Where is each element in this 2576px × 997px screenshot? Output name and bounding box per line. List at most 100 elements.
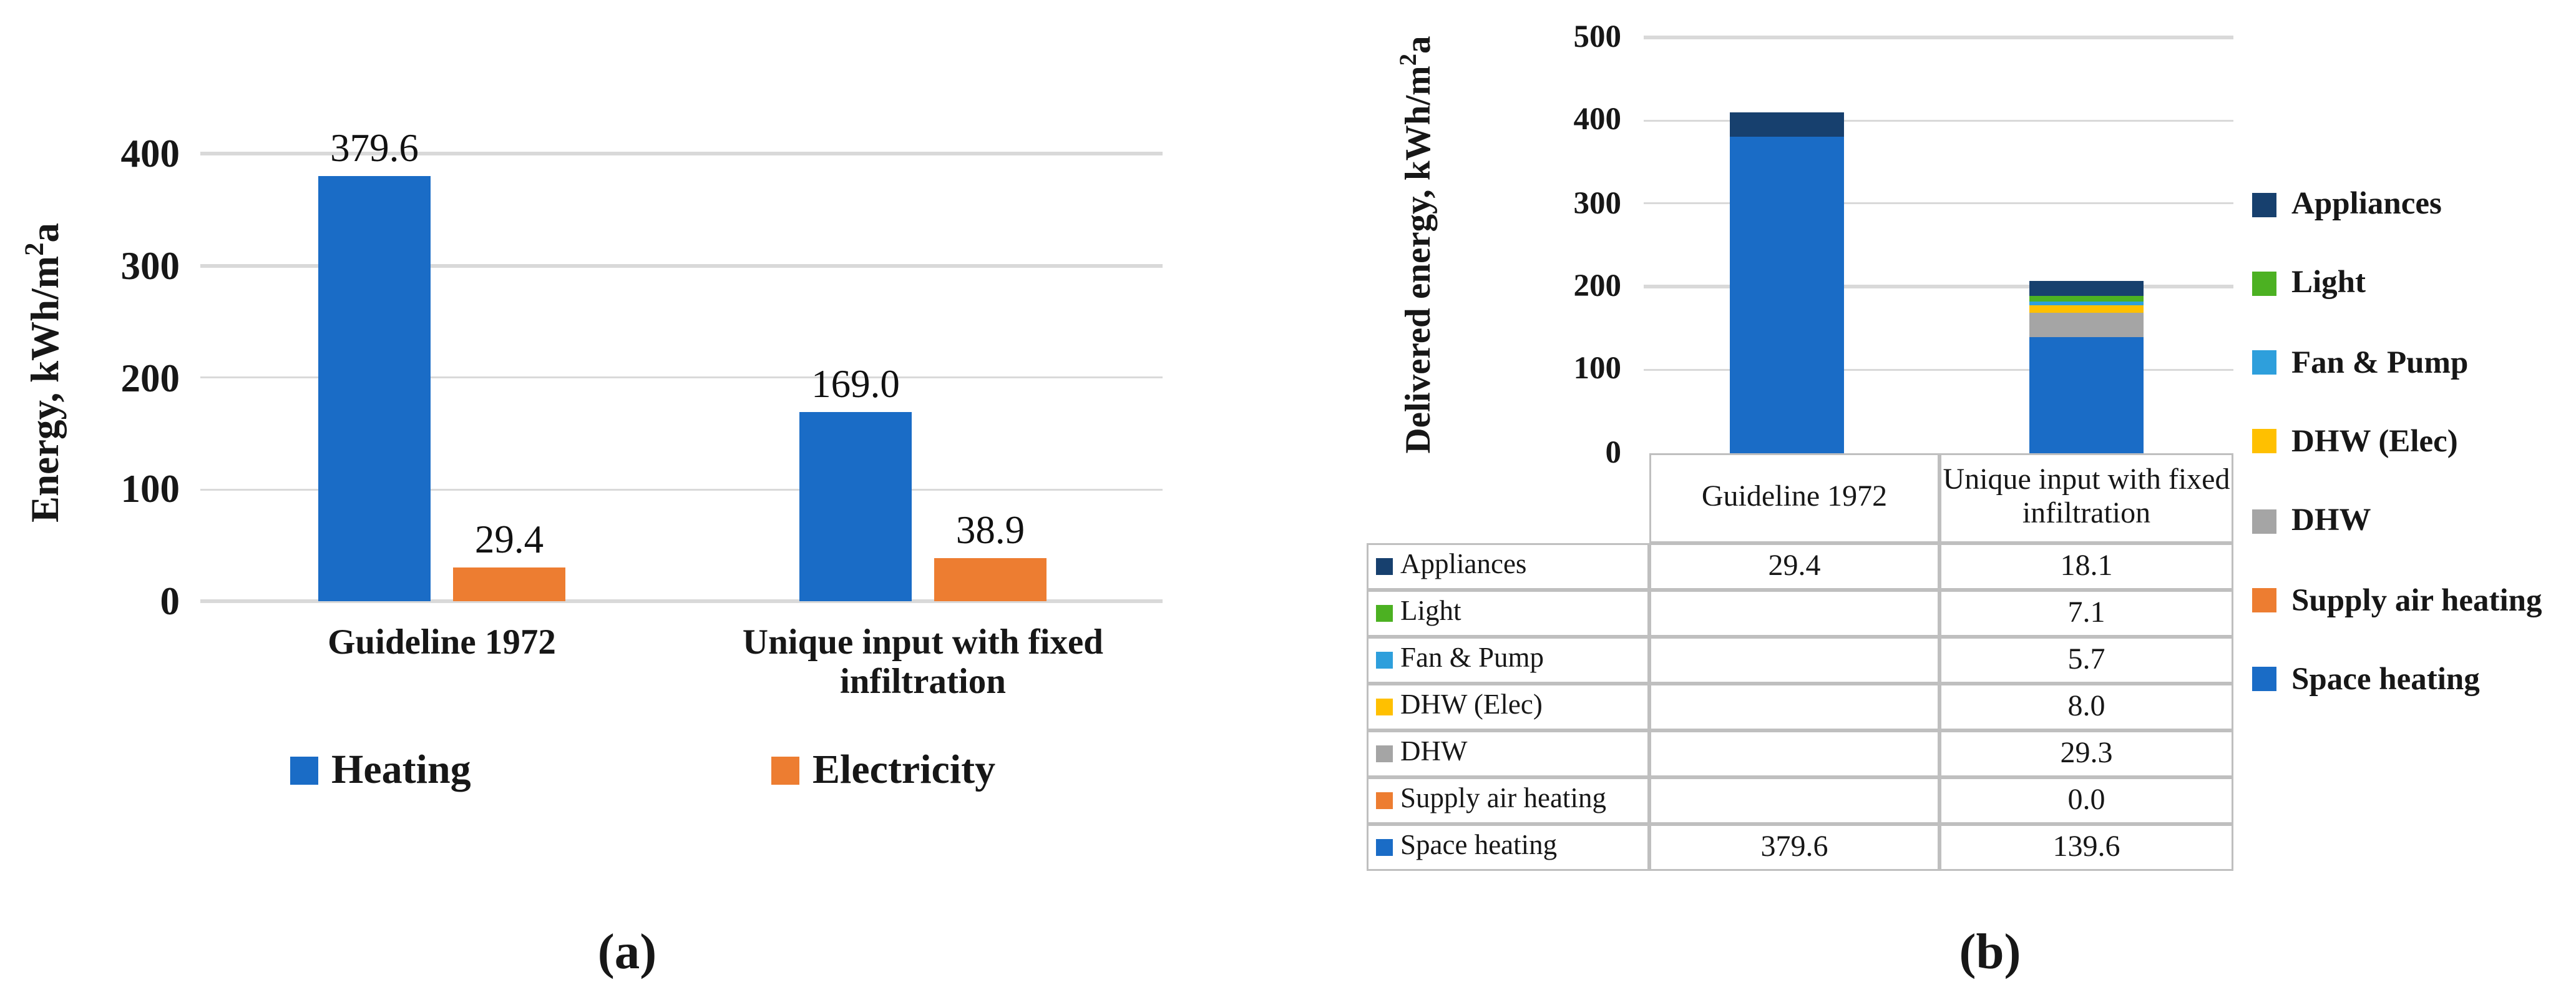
legend-label: Fan & Pump [2291, 343, 2469, 380]
legend-label: Electricity [812, 745, 996, 792]
table-row-swatch [1376, 558, 1393, 575]
bar-heating [318, 177, 431, 601]
legend-swatch [2252, 271, 2276, 296]
table-value-cell: 0.0 [1939, 777, 2233, 824]
table-row-swatch [1376, 792, 1393, 809]
legend-swatch [2252, 588, 2276, 613]
table-row-swatch [1376, 652, 1393, 669]
legend-label: Space heating [2291, 661, 2480, 697]
table-row-label: DHW (Elec) [1367, 684, 1649, 730]
gridline [200, 488, 1163, 491]
bar-segment-appliances [1730, 113, 1844, 138]
table-row-label: Space heating [1367, 824, 1649, 871]
gridline [1644, 368, 2233, 371]
table-row-label-text: Appliances [1400, 551, 1527, 581]
legend-label: Supply air heating [2291, 581, 2542, 617]
bar-segment-dhw [2029, 312, 2144, 337]
table-row-label-text: Space heating [1400, 832, 1558, 862]
table-value-cell [1649, 777, 1939, 824]
table-row-label: Appliances [1367, 543, 1649, 590]
table-value-cell: 29.3 [1939, 730, 2233, 777]
table-value-cell [1649, 637, 1939, 684]
y-axis-tick-label: 0 [160, 579, 180, 624]
table-row-label-text: Light [1400, 597, 1461, 627]
bar-segment-light [2029, 295, 2144, 302]
table-row-label: Supply air heating [1367, 777, 1649, 824]
legend-item-electricity: Electricity [771, 745, 995, 794]
table-value-cell: 139.6 [1939, 824, 2233, 871]
data-label: 38.9 [955, 507, 1025, 553]
table-column-header: Guideline 1972 [1649, 453, 1939, 543]
y-axis-tick-label: 300 [1573, 185, 1622, 221]
legend-item-fan & pump: Fan & Pump [2252, 342, 2468, 383]
y-axis-tick-label: 100 [1573, 351, 1622, 387]
table-value-cell: 8.0 [1939, 684, 2233, 730]
legend-item-space heating: Space heating [2252, 659, 2480, 700]
legend-swatch [2252, 667, 2276, 692]
gridline [200, 376, 1163, 380]
caption-a: (a) [597, 923, 657, 980]
bar-segment-fan & pump [2029, 301, 2144, 306]
legend-item-light: Light [2252, 263, 2366, 304]
legend-item-dhw (elec): DHW (Elec) [2252, 421, 2458, 463]
legend-swatch [2252, 509, 2276, 534]
table-row-swatch [1376, 745, 1393, 762]
table-value-cell: 18.1 [1939, 543, 2233, 590]
table-row-label-text: DHW (Elec) [1400, 691, 1543, 721]
legend-item-supply air heating: Supply air heating [2252, 580, 2542, 621]
legend-item-dhw: DHW [2252, 501, 2371, 542]
bar-electricity [453, 568, 565, 601]
gridline [1644, 36, 2233, 39]
data-label: 29.4 [474, 518, 544, 563]
table-value-cell: 7.1 [1939, 590, 2233, 637]
table-row-swatch [1376, 605, 1393, 622]
y-axis-tick-label: 200 [120, 355, 180, 400]
table-row-swatch [1376, 839, 1393, 856]
y-axis-tick-label: 0 [1605, 434, 1622, 470]
legend-swatch [2252, 350, 2276, 375]
y-axis-tick-label: 500 [1573, 19, 1622, 55]
legend-swatch [290, 755, 318, 784]
category-label: Guideline 1972 [328, 624, 556, 663]
bar-segment-appliances [2029, 280, 2144, 295]
gridline [1644, 285, 2233, 288]
bar-segment-space heating [1730, 137, 1844, 453]
legend-swatch [771, 755, 799, 784]
legend-label: DHW (Elec) [2291, 423, 2458, 459]
legend-item-appliances: Appliances [2252, 184, 2442, 225]
gridline [1644, 202, 2233, 205]
caption-b: (b) [1959, 923, 2021, 980]
table-row-label-text: Supply air heating [1400, 785, 1606, 815]
bar-electricity [934, 557, 1046, 601]
legend-label: Light [2291, 264, 2366, 300]
table-value-cell: 5.7 [1939, 637, 2233, 684]
table-row-label: Fan & Pump [1367, 637, 1649, 684]
table-value-cell: 29.4 [1649, 543, 1939, 590]
gridline [200, 264, 1163, 267]
legend-swatch [2252, 192, 2276, 217]
y-axis-tick-label: 400 [1573, 102, 1622, 138]
category-label: Unique input with fixed infiltration [742, 624, 1104, 702]
table-value-cell [1649, 730, 1939, 777]
bar-segment-dhw (elec) [2029, 305, 2144, 313]
table-row-label-text: Fan & Pump [1400, 644, 1544, 674]
table-row-label-text: DHW [1400, 738, 1468, 768]
bar-heating [799, 412, 912, 601]
gridline [1644, 119, 2233, 122]
legend-label: DHW [2291, 502, 2371, 538]
gridline [200, 152, 1163, 155]
legend-item-heating: Heating [290, 745, 471, 794]
y-axis-tick-label: 300 [120, 243, 180, 288]
table-row-swatch [1376, 699, 1393, 715]
y-axis-tick-label: 400 [120, 131, 180, 177]
legend-label: Heating [331, 745, 471, 792]
legend-label: Appliances [2291, 185, 2442, 221]
legend-swatch [2252, 430, 2276, 454]
data-label: 169.0 [811, 361, 900, 407]
